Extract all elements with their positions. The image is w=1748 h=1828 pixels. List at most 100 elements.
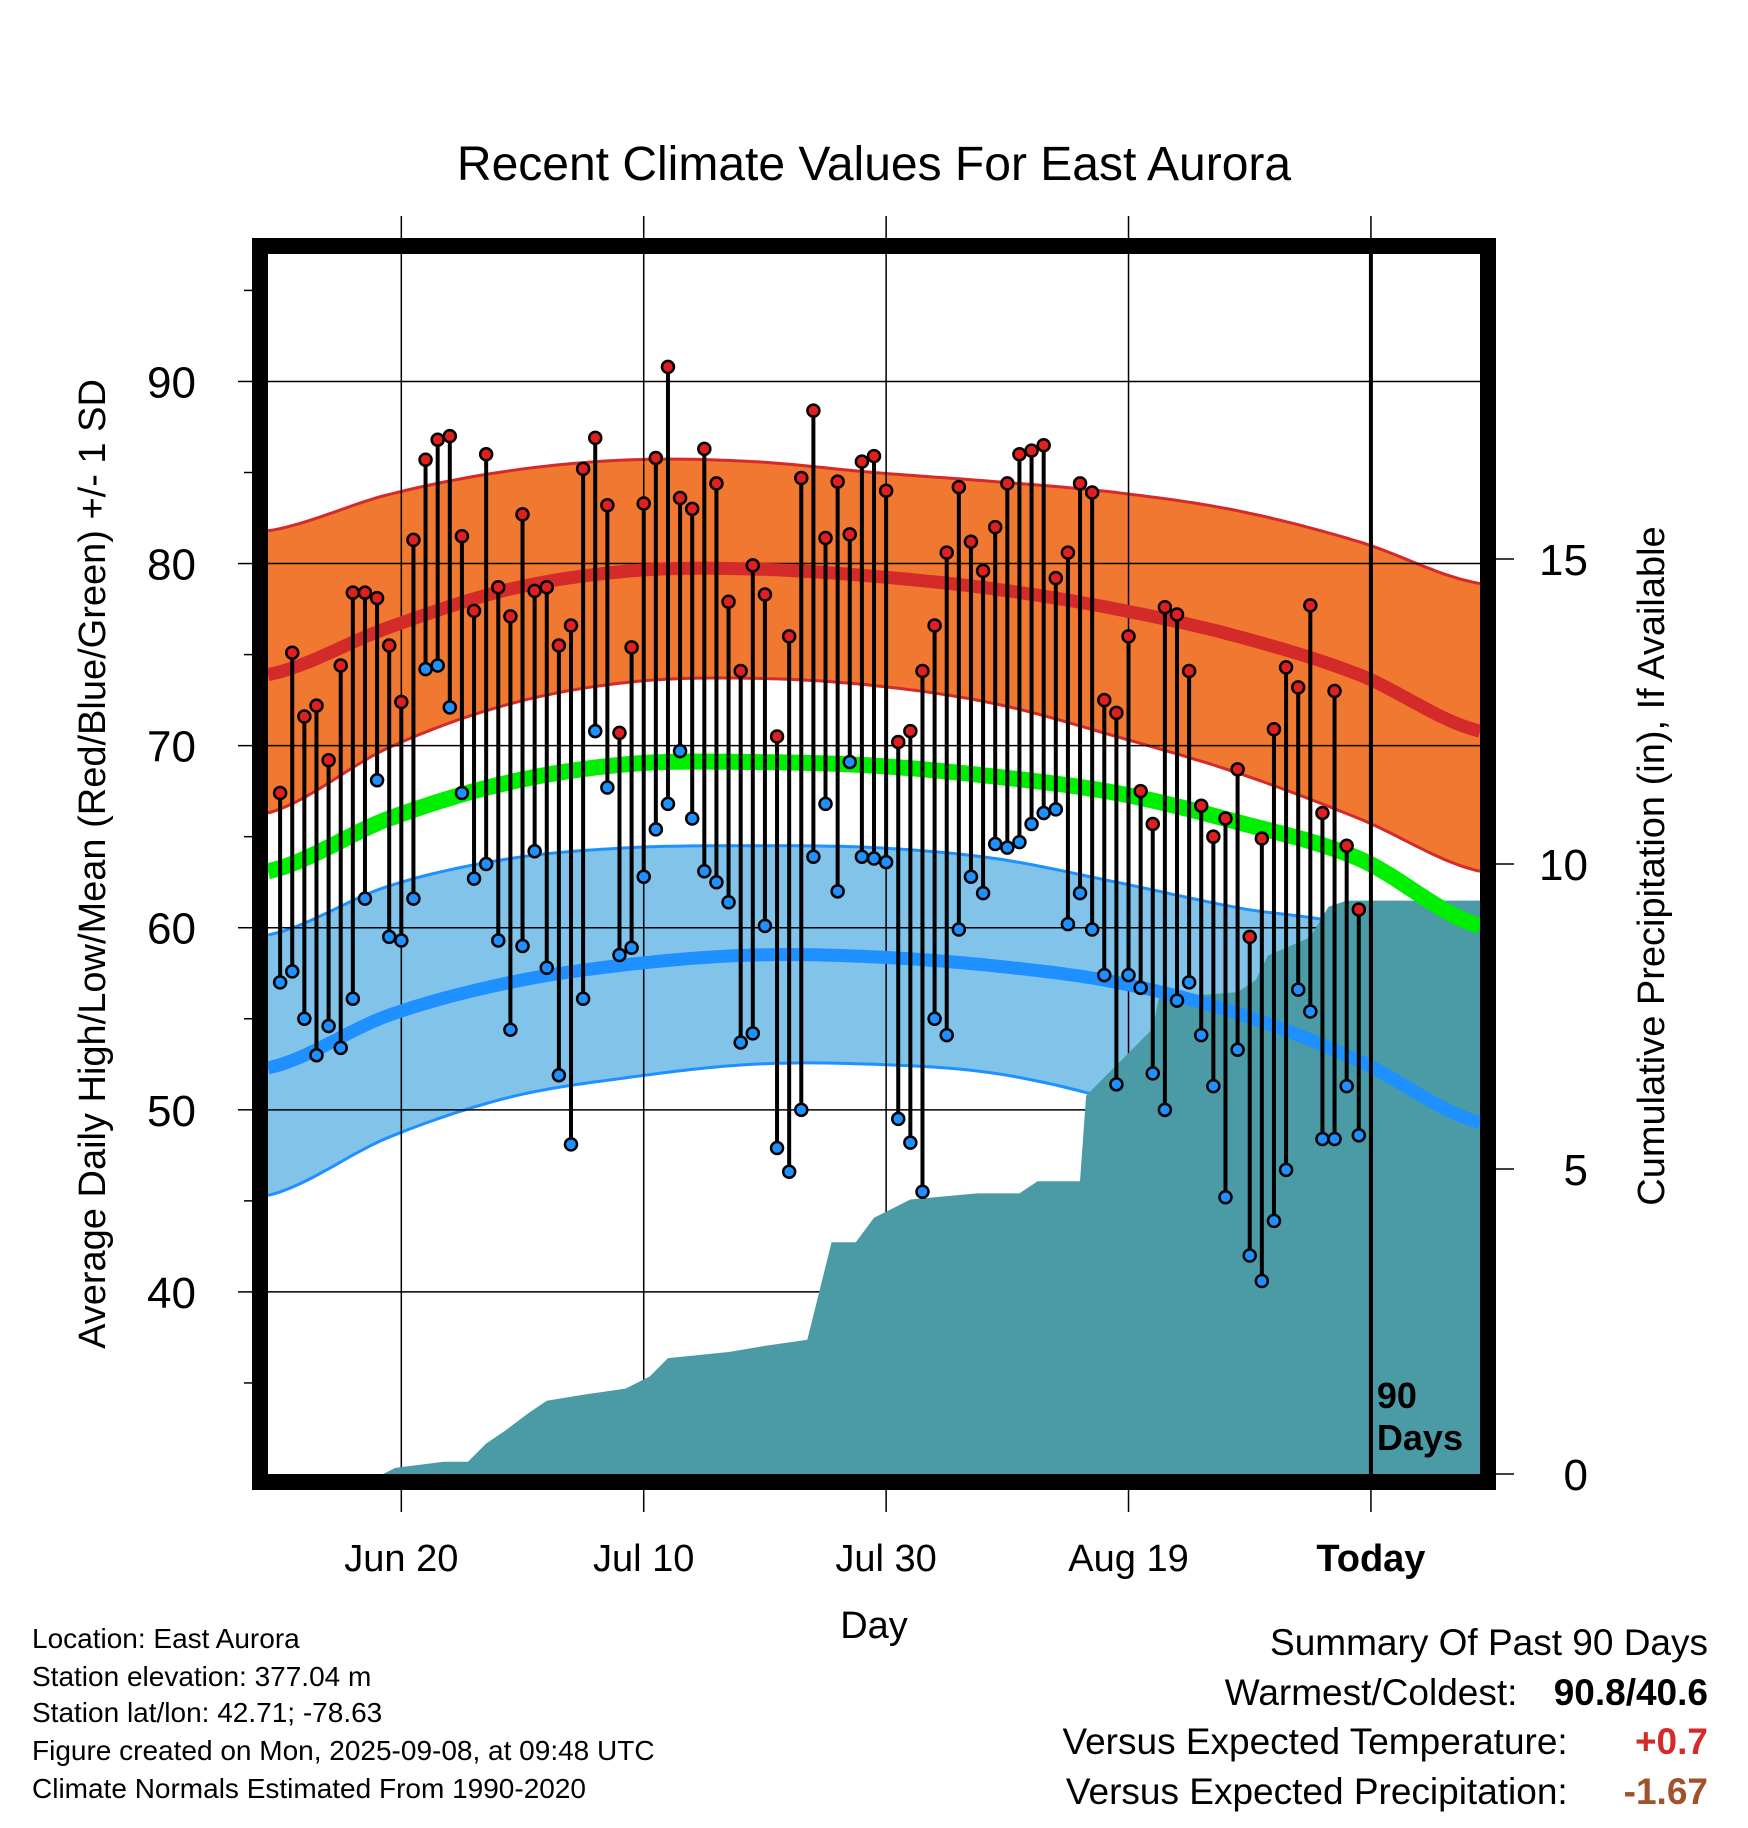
daily-high-point — [878, 483, 894, 498]
y-tick-label: 90 — [147, 358, 196, 407]
y-tick-label: 80 — [147, 541, 196, 590]
daily-low-point — [1339, 1078, 1354, 1094]
daily-high-point — [503, 609, 518, 624]
daily-high-point — [709, 476, 724, 491]
daily-low-point — [733, 1035, 748, 1050]
daily-low-point — [842, 754, 858, 770]
daily-high-point — [1193, 798, 1209, 813]
daily-high-point — [1303, 598, 1318, 613]
daily-low-point — [1218, 1189, 1233, 1205]
y-axis-title: Average Daily High/Low/Mean (Red/Blue/Gr… — [72, 379, 114, 1349]
daily-low-point — [854, 849, 870, 864]
daily-low-point — [769, 1140, 785, 1156]
summary-precip-label: Versus Expected Precipitation: — [1065, 1771, 1568, 1812]
daily-high-point — [781, 629, 797, 644]
latlon-text: Station lat/lon: 42.71; -78.63 — [32, 1697, 383, 1728]
daily-low-point — [1012, 834, 1027, 850]
daily-high-point — [491, 579, 506, 595]
daily-low-point — [478, 856, 494, 872]
daily-low-point — [951, 922, 967, 937]
daily-high-point — [1290, 680, 1306, 695]
daily-high-point — [430, 432, 445, 447]
daily-high-point — [721, 594, 736, 610]
daily-low-point — [1242, 1248, 1257, 1263]
daily-low-point — [333, 1040, 348, 1056]
y-tick-label: 60 — [147, 905, 196, 954]
daily-low-point — [878, 854, 894, 870]
daily-low-point — [1000, 840, 1015, 855]
daily-low-point — [1024, 816, 1039, 832]
daily-low-point — [321, 1018, 336, 1034]
daily-high-point — [309, 698, 324, 713]
elevation-text: Station elevation: 377.04 m — [32, 1661, 372, 1692]
x-tick-label: Today — [1316, 1538, 1425, 1580]
summary-warmest-value: 90.8/40.6 — [1553, 1672, 1708, 1713]
daily-low-point — [1133, 980, 1148, 996]
daily-high-point — [733, 663, 748, 679]
daily-high-point — [600, 498, 615, 513]
daily-high-point — [951, 479, 967, 495]
daily-low-point — [830, 884, 845, 899]
daily-low-point — [709, 874, 724, 890]
daily-low-point — [381, 929, 397, 945]
y-tick-label: 50 — [147, 1087, 196, 1136]
daily-high-point — [527, 583, 542, 599]
daily-high-point — [927, 618, 942, 633]
daily-low-point — [612, 947, 627, 963]
daily-low-point — [1084, 922, 1100, 937]
daily-low-point — [1327, 1131, 1342, 1147]
daily-high-point — [1157, 600, 1173, 615]
plot-frame — [252, 238, 1496, 1490]
daily-high-point — [963, 534, 979, 549]
daily-high-point — [345, 585, 361, 600]
daily-low-point — [442, 700, 458, 715]
daily-high-point — [1230, 762, 1245, 777]
daily-high-point — [587, 430, 603, 446]
daily-low-point — [963, 869, 979, 884]
summary-warmest-row: Warmest/Coldest: 90.8/40.6 — [1225, 1672, 1708, 1714]
daily-low-point — [369, 772, 385, 788]
daily-high-point — [612, 725, 627, 741]
daily-low-point — [660, 796, 676, 812]
y2-tick-label: 5 — [1564, 1146, 1588, 1195]
daily-low-point — [272, 975, 288, 990]
daily-high-point — [806, 403, 821, 418]
daily-high-point — [1145, 816, 1161, 832]
daily-low-point — [587, 723, 603, 739]
daily-low-point — [345, 991, 361, 1006]
daily-low-point — [297, 1011, 312, 1027]
daily-high-point — [1206, 829, 1221, 844]
daily-high-point — [394, 694, 409, 710]
daily-low-point — [563, 1137, 579, 1152]
daily-low-point — [1157, 1102, 1173, 1118]
daily-high-point — [1266, 722, 1282, 737]
daily-high-point — [1024, 443, 1039, 458]
daily-high-point — [418, 452, 433, 468]
summary-temp-value: +0.7 — [1634, 1721, 1708, 1762]
daily-low-point — [491, 933, 506, 948]
daily-low-point — [1097, 967, 1112, 983]
info-panel: Location: East Aurora Station elevation:… — [32, 1621, 655, 1807]
x-axis-title: Day — [840, 1605, 908, 1647]
daily-high-point — [357, 585, 373, 600]
x-tick-label: Aug 19 — [1068, 1538, 1188, 1580]
daily-high-point — [1339, 838, 1354, 854]
daily-high-point — [1315, 805, 1330, 821]
daily-high-point — [1072, 476, 1088, 491]
daily-low-point — [430, 658, 445, 673]
daily-high-point — [842, 527, 858, 542]
y2-axis-title: Cumulative Precipitation (in), If Availa… — [1631, 526, 1673, 1205]
summary-warmest-label: Warmest/Coldest: — [1224, 1672, 1518, 1713]
daily-low-point — [1169, 993, 1185, 1008]
daily-low-point — [806, 849, 821, 864]
daily-low-point — [575, 991, 591, 1006]
daily-low-point — [309, 1047, 324, 1063]
daily-low-point — [1193, 1027, 1209, 1043]
daily-high-point — [890, 734, 906, 750]
daily-low-point — [454, 785, 470, 801]
daily-low-point — [284, 964, 300, 979]
daily-low-point — [794, 1102, 809, 1118]
y-tick-label: 70 — [147, 723, 196, 772]
daily-low-point — [539, 960, 555, 976]
